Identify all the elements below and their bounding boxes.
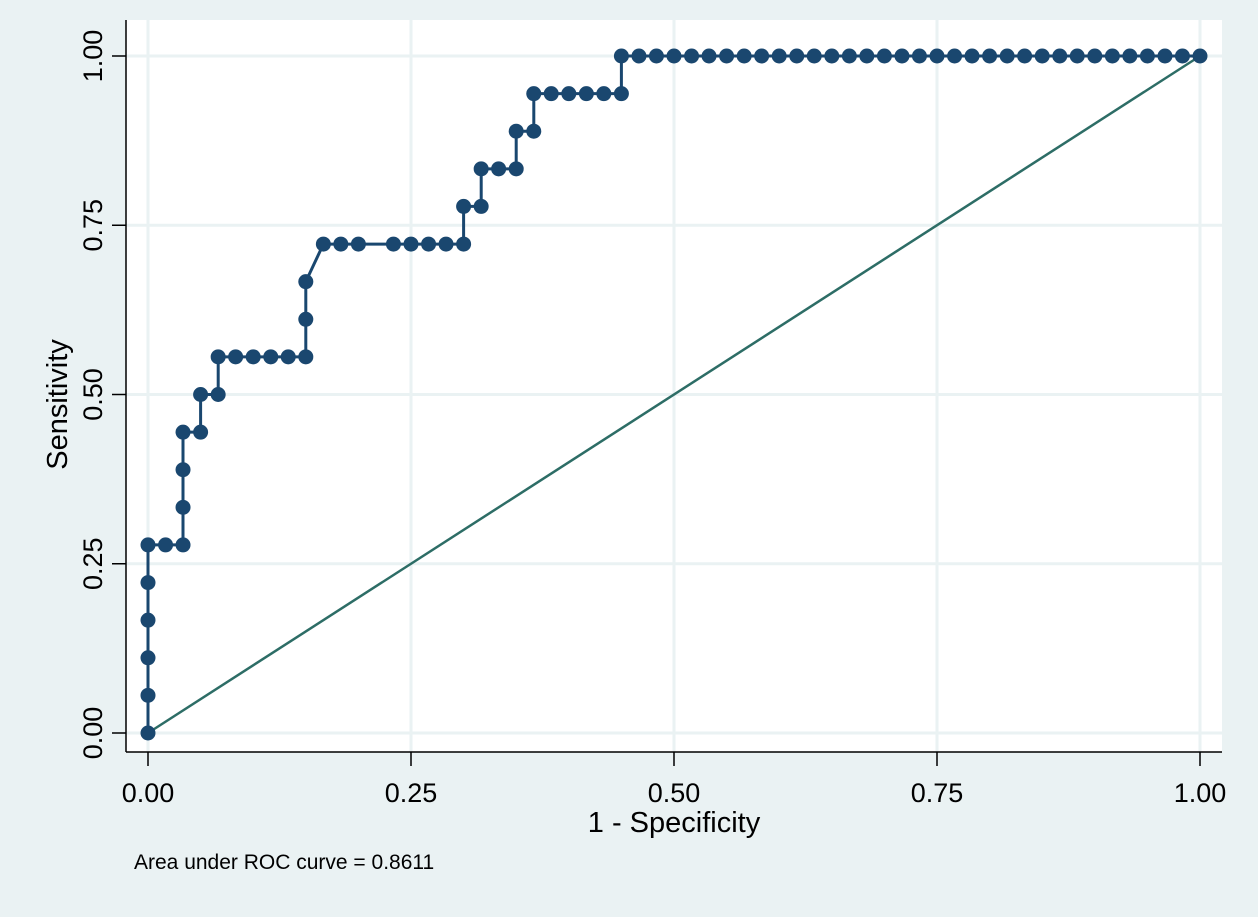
roc-point (1034, 48, 1050, 64)
roc-point (298, 311, 314, 327)
y-tick-label: 0.75 (78, 199, 108, 252)
roc-point (350, 236, 366, 252)
roc-point (140, 650, 156, 666)
roc-point (999, 48, 1015, 64)
roc-point (473, 161, 489, 177)
roc-point (263, 349, 279, 365)
roc-point (982, 48, 998, 64)
roc-point (175, 424, 191, 440)
roc-point (456, 198, 472, 214)
roc-point (508, 161, 524, 177)
roc-point (526, 123, 542, 139)
reference-line-layer (147, 54, 1201, 735)
reference-line (147, 54, 1201, 735)
roc-point (403, 236, 419, 252)
roc-point (894, 48, 910, 64)
roc-point (315, 236, 331, 252)
roc-point (491, 161, 507, 177)
x-tick-label: 0.50 (648, 778, 701, 808)
roc-point (596, 86, 612, 102)
roc-point (754, 48, 770, 64)
roc-point (421, 236, 437, 252)
roc-point (456, 236, 472, 252)
roc-point (841, 48, 857, 64)
roc-point (701, 48, 717, 64)
roc-point (631, 48, 647, 64)
roc-point (561, 86, 577, 102)
x-tick-label: 1.00 (1174, 778, 1227, 808)
roc-point (228, 349, 244, 365)
roc-point (193, 424, 209, 440)
roc-point (140, 687, 156, 703)
roc-point (1139, 48, 1155, 64)
x-axis-title: 1 - Specificity (588, 807, 761, 839)
roc-point (175, 462, 191, 478)
roc-point (245, 349, 261, 365)
roc-point (1174, 48, 1190, 64)
y-axis-title: Sensitivity (42, 339, 74, 470)
roc-point (911, 48, 927, 64)
x-tick-label: 0.75 (911, 778, 964, 808)
axes (112, 20, 1222, 766)
roc-point (210, 387, 226, 402)
roc-point (298, 274, 314, 290)
roc-point (929, 48, 945, 64)
roc-point (1087, 48, 1103, 64)
roc-point (1104, 48, 1120, 64)
roc-point (824, 48, 840, 64)
x-tick-label: 0.00 (122, 778, 175, 808)
y-tick-label: 1.00 (78, 30, 108, 83)
tick-labels: 0.00 0.25 0.50 0.75 1.00 0.00 0.25 0.50 0.75 1.00 (78, 30, 1226, 808)
roc-point (508, 123, 524, 139)
roc-point (526, 86, 542, 102)
roc-point (140, 537, 156, 553)
roc-point (543, 86, 559, 102)
roc-point (1017, 48, 1033, 64)
roc-point (613, 48, 629, 64)
roc-point (158, 537, 174, 553)
x-tick-label: 0.25 (385, 778, 438, 808)
auc-note: Area under ROC curve = 0.8611 (134, 851, 434, 874)
roc-point (613, 86, 629, 102)
roc-point (578, 86, 594, 102)
roc-point (193, 387, 209, 402)
roc-points-layer (140, 48, 1208, 741)
roc-point (964, 48, 980, 64)
roc-point (1122, 48, 1138, 64)
roc-point (859, 48, 875, 64)
y-tick-label: 0.50 (78, 368, 108, 421)
y-tick-label: 0.25 (78, 537, 108, 590)
roc-point (333, 236, 349, 252)
roc-point (771, 48, 787, 64)
roc-point (719, 48, 735, 64)
roc-point (684, 48, 700, 64)
roc-point (140, 575, 156, 591)
roc-point (1069, 48, 1085, 64)
roc-point (666, 48, 682, 64)
roc-point (648, 48, 664, 64)
roc-point (789, 48, 805, 64)
roc-point (280, 349, 296, 365)
roc-point (947, 48, 963, 64)
roc-point (298, 349, 314, 365)
roc-point (806, 48, 822, 64)
y-tick-label: 0.00 (78, 707, 108, 760)
roc-point (140, 725, 156, 741)
roc-point (140, 612, 156, 628)
roc-point (1192, 48, 1208, 64)
roc-point (175, 537, 191, 553)
roc-point (385, 236, 401, 252)
roc-point (438, 236, 454, 252)
roc-point (876, 48, 892, 64)
roc-point (175, 499, 191, 515)
roc-point (473, 198, 489, 214)
roc-point (210, 349, 226, 365)
roc-point (1052, 48, 1068, 64)
roc-point (1157, 48, 1173, 64)
roc-point (736, 48, 752, 64)
